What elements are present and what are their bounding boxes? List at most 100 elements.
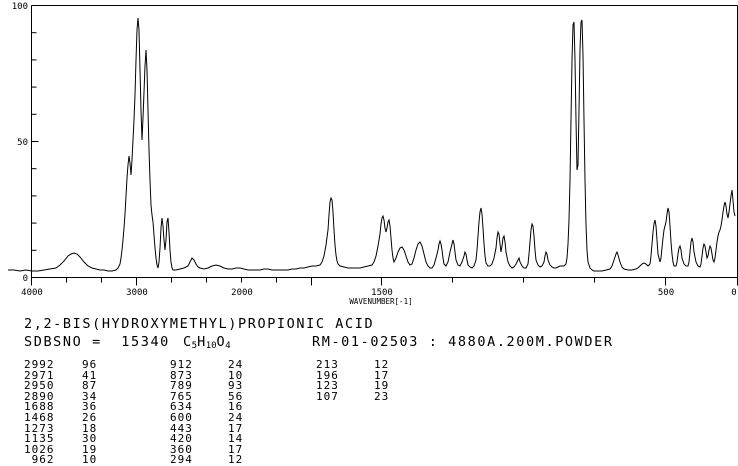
- column-gap: [140, 413, 170, 424]
- peak-wavenumber-cell: 912: [170, 358, 193, 371]
- column-gap: [286, 381, 316, 392]
- peak-intensity-cell: 17: [374, 368, 390, 382]
- table-row: 2890 34 765 56 107 23: [24, 389, 432, 403]
- column-gap: [286, 445, 316, 456]
- peak-wavenumber-cell: 2992: [24, 358, 55, 371]
- table-row: 1026 19 360 17: [24, 442, 432, 456]
- table-row: 2992 96 912 24 213 12: [24, 358, 432, 371]
- peak-intensity-cell: 24: [228, 358, 244, 371]
- column-gap: [286, 434, 316, 445]
- peak-intensity-cell: 96: [82, 358, 98, 371]
- molecular-formula: C5H10O4: [183, 334, 231, 351]
- formula-c: C: [183, 334, 192, 350]
- formula-o-count: 4: [225, 341, 231, 351]
- peak-wavenumber-cell: 420: [170, 432, 193, 446]
- column-gap: [140, 402, 170, 413]
- peak-intensity-cell: 24: [228, 410, 244, 424]
- peak-table-grid: 2992 96 912 24 213 12 2971 41 873 10 196 17 2950 87 78…: [24, 358, 432, 466]
- formula-c-count: 5: [191, 341, 198, 351]
- peak-wavenumber-cell: 123: [316, 379, 339, 393]
- peak-table-body: 2992 96 912 24 213 12 2971 41 873 10 196 17 2950 87 78…: [24, 358, 432, 466]
- column-gap: [286, 413, 316, 424]
- spectrum-trace: [8, 17, 736, 272]
- x-axis-ticks: [31, 277, 738, 286]
- sample-info-block: 2,2-BIS(HYDROXYMETHYL)PROPIONIC ACID SDB…: [0, 310, 738, 465]
- peak-wavenumber-cell: 873: [170, 368, 193, 382]
- peak-wavenumber-cell: 2890: [24, 389, 55, 403]
- column-gap: [286, 371, 316, 382]
- peak-intensity-cell: 26: [82, 410, 98, 424]
- table-row: 2971 41 873 10 196 17: [24, 368, 432, 382]
- peak-wavenumber-cell: 2971: [24, 368, 55, 382]
- peak-wavenumber-cell: 789: [170, 379, 193, 393]
- peak-wavenumber-cell: 1688: [24, 400, 55, 414]
- column-gap: [140, 371, 170, 382]
- peak-intensity-cell: 10: [228, 368, 244, 382]
- peak-wavenumber-cell: [316, 424, 374, 435]
- peak-intensity-cell: 23: [374, 389, 390, 403]
- column-gap: [140, 445, 170, 456]
- peak-intensity-cell: 17: [228, 421, 244, 435]
- column-gap: [286, 392, 316, 403]
- table-row: 1688 36 634 16: [24, 402, 432, 413]
- peak-intensity-cell: 34: [82, 389, 98, 403]
- y-tick-label-50: 50: [17, 138, 28, 148]
- peak-intensity-cell: 18: [82, 421, 98, 435]
- plot-frame: [31, 5, 738, 278]
- peak-intensity-cell: 17: [228, 442, 244, 456]
- peak-wavenumber-cell: 1135: [24, 432, 55, 446]
- y-tick-label-100: 100: [12, 2, 28, 12]
- peak-intensity-cell: 93: [228, 379, 244, 393]
- spectrum-chart: 100 50 0 4000 3000 2000 1500 500 0 WAVEN…: [8, 2, 738, 306]
- column-gap: [140, 392, 170, 403]
- peak-intensity-cell: [374, 424, 432, 435]
- x-tick-label-500: 500: [658, 288, 674, 298]
- formula-h: H: [197, 334, 206, 350]
- formula-h-count: 10: [205, 341, 217, 351]
- column-gap: [286, 360, 316, 371]
- spectrum-svg: 100 50 0 4000 3000 2000 1500 500 0 WAVEN…: [8, 2, 738, 306]
- peak-wavenumber-cell: 443: [170, 421, 193, 435]
- sdbs-number: SDBSNO = 15340: [24, 334, 170, 350]
- sample-code: RM-01-02503 : 4880A.200M.POWDER: [312, 334, 614, 350]
- peak-intensity-cell: 19: [374, 379, 390, 393]
- peak-wavenumber-cell: 1273: [24, 421, 55, 435]
- x-tick-label-1500: 1500: [371, 288, 393, 298]
- table-row: 1135 30 420 14: [24, 432, 432, 446]
- peak-intensity-cell: [374, 445, 432, 456]
- column-gap: [286, 424, 316, 435]
- column-gap: [140, 381, 170, 392]
- x-tick-label-2000: 2000: [231, 288, 253, 298]
- x-tick-label-0: 0: [731, 288, 736, 298]
- peak-intensity-cell: 36: [82, 400, 98, 414]
- table-row: 1273 18 443 17: [24, 421, 432, 435]
- peak-intensity-cell: 19: [82, 442, 98, 456]
- peak-wavenumber-cell: 107: [316, 389, 339, 403]
- table-row: 1468 26 600 24: [24, 410, 432, 424]
- peak-wavenumber-cell: 2950: [24, 379, 55, 393]
- peak-intensity-cell: 41: [82, 368, 98, 382]
- peak-wavenumber-cell: [316, 445, 374, 456]
- peak-intensity-cell: 16: [228, 400, 244, 414]
- peak-wavenumber-cell: 1026: [24, 442, 55, 456]
- column-gap: [286, 402, 316, 413]
- peak-table: 2992 96 912 24 213 12 2971 41 873 10 196 17 2950 87 78…: [24, 358, 432, 466]
- peak-wavenumber-cell: 600: [170, 410, 193, 424]
- peak-wavenumber-cell: 765: [170, 389, 193, 403]
- peak-wavenumber-cell: 634: [170, 400, 193, 414]
- peak-intensity-cell: 87: [82, 379, 98, 393]
- column-gap: [140, 434, 170, 445]
- peak-wavenumber-cell: [316, 434, 374, 445]
- formula-o: O: [216, 334, 226, 350]
- peak-intensity-cell: 12: [374, 358, 390, 371]
- y-axis-ticks: [31, 5, 39, 278]
- column-gap: [140, 360, 170, 371]
- peak-intensity-cell: [374, 413, 432, 424]
- peak-intensity-cell: 30: [82, 432, 98, 446]
- x-axis-title: WAVENUMBER[-1]: [349, 297, 412, 306]
- table-row: 2950 87 789 93 123 19: [24, 379, 432, 393]
- peak-wavenumber-cell: 360: [170, 442, 193, 456]
- peak-wavenumber-cell: [316, 413, 374, 424]
- y-tick-label-0: 0: [23, 274, 28, 284]
- x-tick-label-4000: 4000: [21, 288, 43, 298]
